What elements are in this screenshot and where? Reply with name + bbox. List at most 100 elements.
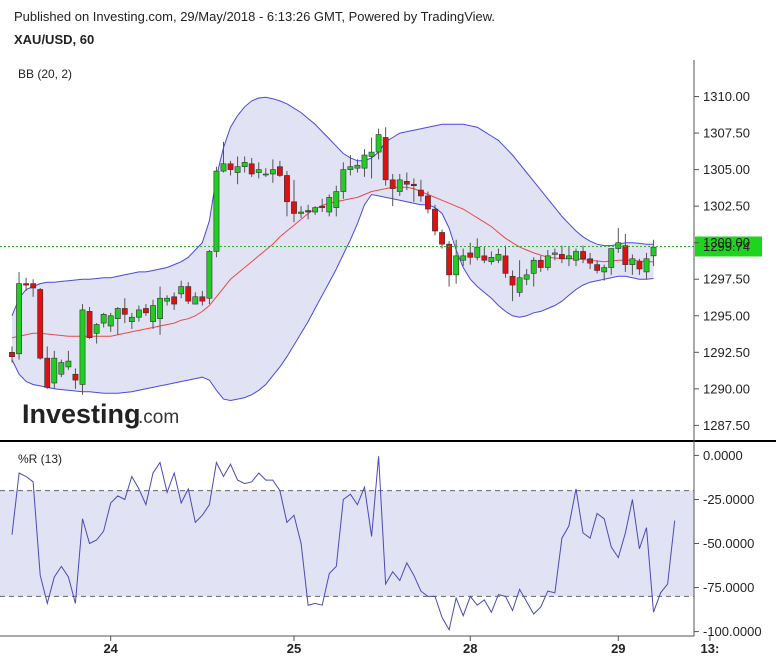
candle (580, 245, 586, 264)
candle-body (467, 252, 474, 258)
candle (51, 350, 58, 389)
candle (530, 257, 537, 287)
candle (206, 250, 213, 305)
williams-r-layer (0, 456, 694, 632)
candle-body (37, 289, 44, 359)
price-tick-label: 1307.50 (703, 126, 750, 141)
candle (587, 252, 593, 269)
candle (502, 245, 509, 278)
candle-body (206, 251, 213, 299)
price-tick-label: 1295.00 (703, 308, 750, 323)
candle (375, 128, 382, 160)
published-header: Published on Investing.com, 29/May/2018 … (14, 9, 496, 24)
candle (79, 304, 86, 395)
candle-body (347, 166, 354, 170)
candle-body (192, 296, 199, 305)
candle-body (213, 170, 220, 252)
candle-body (375, 134, 382, 153)
candle-body (410, 183, 417, 186)
candle-body (255, 169, 262, 173)
time-tick-label: 25 (287, 641, 301, 656)
candle (319, 198, 326, 212)
investing-logo: Investing .com (22, 399, 179, 429)
candle (460, 248, 467, 267)
candle (192, 292, 199, 305)
candle (410, 178, 417, 202)
candle (199, 290, 206, 306)
candle (298, 206, 304, 218)
candle (171, 292, 178, 310)
candle (44, 346, 51, 389)
candle (136, 305, 142, 322)
candle-body (150, 305, 156, 322)
candle (58, 359, 65, 378)
candle (178, 280, 185, 299)
candle (326, 194, 333, 217)
candle (185, 282, 192, 305)
candle-body (523, 274, 530, 280)
candle (516, 260, 523, 297)
candle (551, 248, 558, 261)
candle-body (44, 357, 51, 388)
candle (333, 185, 340, 217)
candle-body (143, 308, 149, 314)
candle-body (558, 254, 565, 260)
candle (650, 239, 657, 267)
candle (417, 179, 424, 202)
candle-body (30, 283, 37, 289)
candle (37, 288, 44, 360)
candle-body (361, 154, 368, 169)
candle-body (636, 261, 643, 270)
candle (523, 269, 530, 286)
candle-body (530, 259, 537, 274)
candle-body (340, 169, 347, 192)
candle-body (382, 137, 389, 181)
bollinger-band-layer (11, 96, 654, 402)
price-tick-label: 1290.00 (703, 381, 750, 396)
candle (467, 242, 474, 265)
candle (629, 254, 636, 275)
candle-body (114, 308, 121, 319)
candle-body (403, 181, 410, 185)
candle-body (305, 210, 311, 213)
wr-zone (0, 490, 694, 597)
candle-body (58, 362, 65, 375)
price-tick-label: 1287.50 (703, 418, 750, 433)
time-tick-label: 28 (463, 641, 477, 656)
wr-tick-label: -25.0000 (703, 492, 754, 507)
candle (93, 323, 100, 344)
candle (495, 248, 502, 264)
candle (425, 191, 431, 214)
bb-indicator-label: BB (20, 2) (18, 67, 72, 81)
candle (220, 141, 227, 173)
candle (594, 260, 601, 274)
price-tick-label: 1305.00 (703, 162, 750, 177)
candle-body (460, 255, 467, 261)
candle-body (121, 308, 128, 315)
logo-brand: Investing (22, 399, 141, 429)
candle (643, 252, 650, 280)
candle (213, 166, 220, 258)
candle (558, 245, 565, 264)
candle-body (354, 164, 361, 169)
candle (241, 156, 248, 173)
candle-body (509, 276, 516, 286)
candle (615, 228, 622, 253)
candle-body (516, 277, 523, 293)
candle-body (488, 257, 495, 262)
price-tick-label: 1300.00 (703, 235, 750, 250)
bb-lower-line (11, 193, 654, 402)
candle-body (178, 286, 185, 295)
candle (622, 233, 629, 272)
candle-body (86, 311, 93, 338)
candle (389, 174, 396, 207)
candle-body (164, 297, 170, 302)
candle-body (439, 232, 445, 245)
candle-body (312, 207, 319, 213)
candle (573, 248, 579, 267)
time-tick-label: 29 (611, 641, 625, 656)
candle-body (650, 246, 657, 257)
candle (354, 159, 361, 173)
candle-body (417, 189, 424, 197)
candle (481, 247, 488, 264)
